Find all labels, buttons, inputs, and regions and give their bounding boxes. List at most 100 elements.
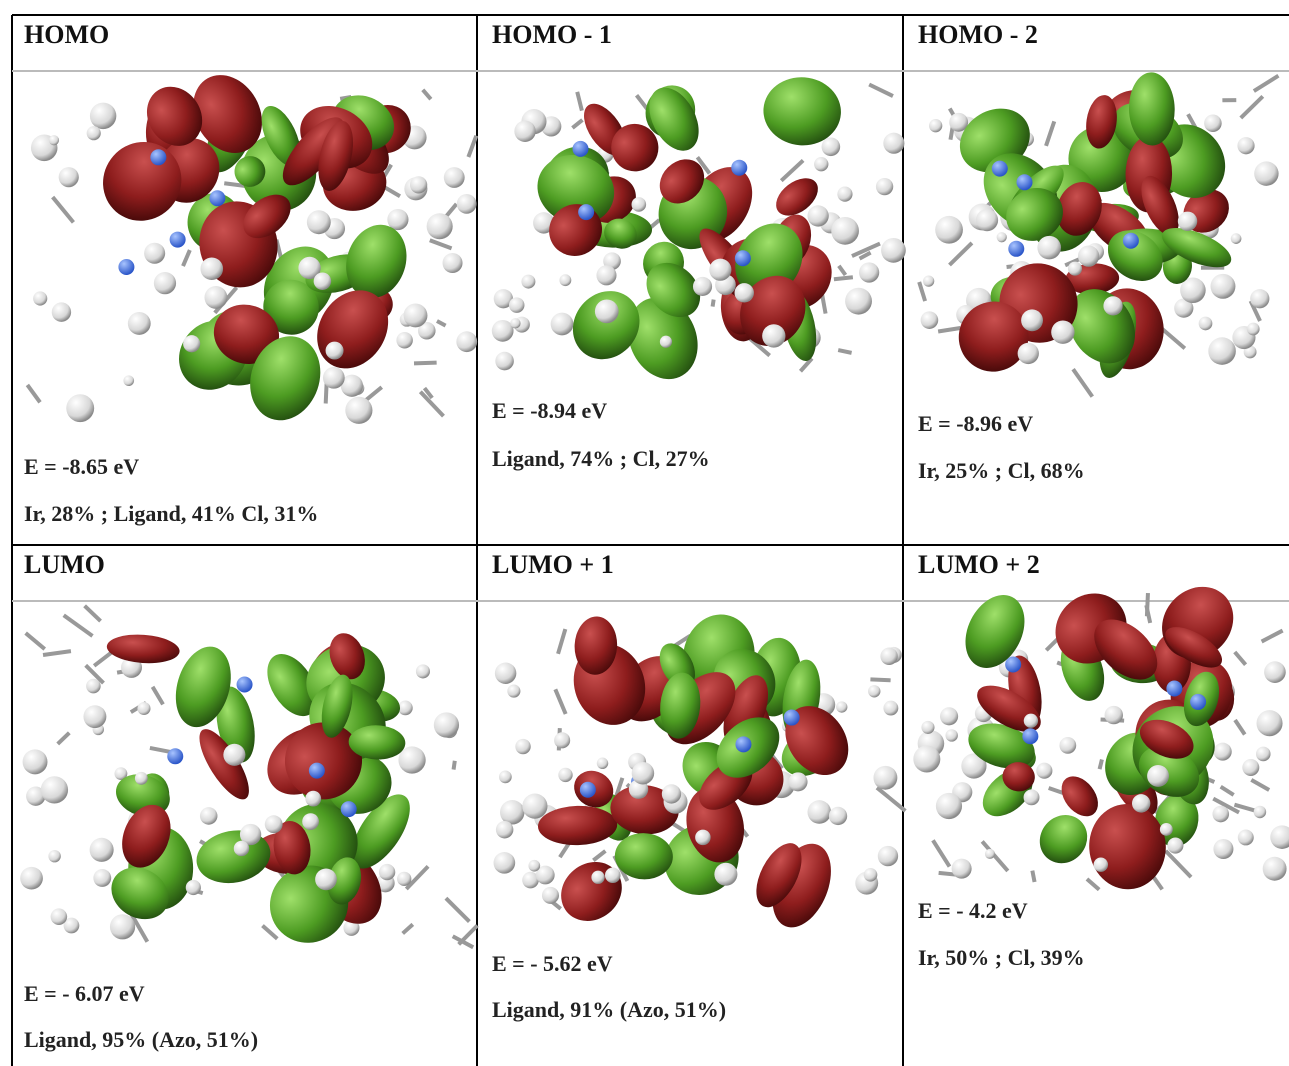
bond	[1241, 96, 1263, 118]
bond	[713, 300, 714, 307]
nitrogen	[992, 161, 1008, 177]
atom	[496, 821, 513, 838]
bond	[468, 136, 476, 157]
atom	[831, 217, 859, 245]
bond	[26, 633, 45, 649]
atom	[845, 288, 872, 315]
nitrogen	[784, 710, 800, 726]
atom	[397, 872, 411, 886]
atom	[507, 685, 520, 698]
atom	[200, 257, 223, 280]
atom	[1094, 857, 1108, 871]
bond	[781, 160, 803, 180]
nitrogen	[1166, 681, 1182, 697]
atom	[1238, 829, 1254, 845]
nitrogen	[237, 677, 253, 693]
bond	[326, 383, 327, 403]
atom	[528, 860, 540, 872]
atom	[1051, 320, 1074, 343]
atom	[154, 272, 176, 294]
atom	[93, 869, 111, 887]
nitrogen	[150, 149, 166, 165]
atom	[265, 815, 283, 833]
nitrogen	[118, 259, 134, 275]
atom	[605, 867, 621, 883]
atom	[660, 336, 672, 348]
bond	[454, 761, 455, 770]
bond	[933, 840, 950, 866]
atom	[807, 800, 831, 824]
bond	[430, 240, 452, 248]
atom	[976, 209, 998, 231]
column-header: HOMO - 1	[492, 20, 612, 50]
figure: HOMOE = -8.65 eVIr, 28% ; Ligand, 41% Cl…	[0, 0, 1289, 1066]
bond	[1032, 871, 1034, 882]
nitrogen	[735, 250, 751, 266]
atom	[1132, 794, 1150, 812]
nitrogen	[309, 763, 325, 779]
atom	[551, 313, 574, 336]
atom	[1270, 825, 1289, 849]
atom	[591, 871, 604, 884]
bond	[1073, 369, 1092, 396]
atom	[1167, 838, 1183, 854]
bond	[558, 629, 565, 654]
nitrogen	[167, 748, 183, 764]
atom	[495, 352, 514, 371]
nitrogen	[1017, 174, 1033, 190]
composition-label: Ligand, 74% ; Cl, 27%	[492, 446, 710, 472]
atom	[921, 311, 939, 329]
atom	[695, 830, 710, 845]
atom	[923, 276, 934, 287]
atom	[1147, 765, 1169, 787]
bond	[1100, 760, 1102, 770]
atom	[595, 299, 619, 323]
atom	[714, 863, 737, 886]
atom	[945, 729, 957, 741]
atom	[876, 178, 893, 195]
atom	[1178, 212, 1197, 231]
atom	[814, 157, 828, 171]
atom	[1254, 806, 1267, 819]
bond	[43, 651, 71, 655]
nitrogen	[1005, 657, 1021, 673]
atom	[404, 303, 428, 327]
atom	[632, 197, 647, 212]
bond	[183, 250, 190, 266]
bond	[1046, 121, 1054, 146]
atom	[1212, 806, 1229, 823]
atom	[597, 758, 608, 769]
atom	[137, 702, 150, 715]
bond	[1087, 879, 1099, 890]
orbital-figure	[0, 0, 1289, 1066]
bond	[870, 679, 890, 680]
atom	[807, 205, 828, 226]
atom	[144, 243, 165, 264]
atom	[514, 121, 535, 142]
atom	[559, 274, 571, 286]
atom	[1037, 236, 1061, 260]
atom	[1231, 233, 1242, 244]
atom	[20, 867, 43, 890]
atom	[1078, 245, 1099, 266]
atom	[1264, 661, 1286, 683]
atom	[1214, 743, 1232, 761]
atom	[223, 744, 245, 766]
atom	[935, 216, 963, 244]
atom	[762, 324, 785, 347]
bond	[1254, 76, 1279, 91]
nitrogen	[1123, 233, 1139, 249]
atom	[443, 253, 463, 273]
energy-label: E = -8.96 eV	[918, 411, 1033, 437]
atom	[1024, 714, 1038, 728]
atom	[1213, 839, 1233, 859]
atom	[929, 119, 942, 132]
nitrogen	[341, 801, 357, 817]
bond	[938, 328, 960, 331]
bond	[949, 243, 971, 265]
composition-label: Ir, 50% ; Cl, 39%	[918, 945, 1085, 971]
bond	[839, 266, 846, 275]
atom	[509, 297, 525, 313]
atom	[200, 807, 218, 825]
atom	[234, 841, 249, 856]
